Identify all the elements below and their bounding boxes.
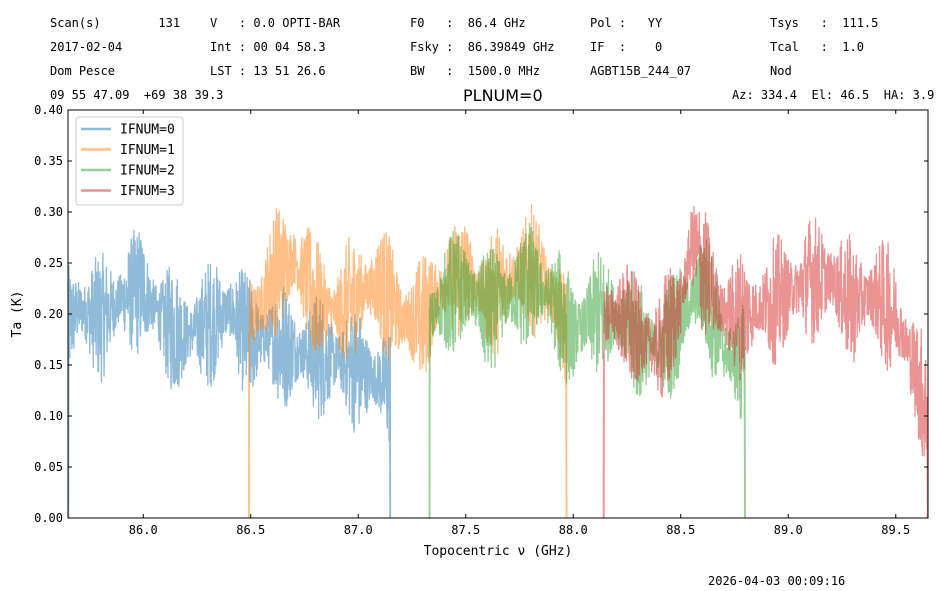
header-tsys: Tsys : 111.5	[770, 16, 879, 30]
header-f0: F0 : 86.4 GHz	[410, 16, 526, 30]
header-project: AGBT15B_244_07	[590, 64, 692, 78]
legend-entry: IFNUM=3	[120, 184, 175, 199]
y-tick-label: 0.30	[34, 205, 63, 219]
y-tick-label: 0.35	[34, 154, 63, 168]
x-tick-label: 89.5	[881, 523, 910, 537]
legend-entry: IFNUM=1	[120, 143, 175, 158]
x-tick-label: 87.5	[451, 523, 480, 537]
y-tick-label: 0.25	[34, 256, 63, 270]
header-date: 2017-02-04	[50, 40, 123, 54]
header-pol: Pol : YY	[590, 16, 663, 30]
legend-entry: IFNUM=2	[120, 164, 175, 179]
x-tick-label: 89.0	[774, 523, 803, 537]
x-tick-label: 88.5	[666, 523, 695, 537]
series-line-ifnum-1	[247, 203, 568, 518]
header-fsky: Fsky : 86.39849 GHz	[410, 40, 555, 54]
y-tick-label: 0.00	[34, 511, 63, 525]
y-tick-label: 0.40	[34, 103, 63, 117]
x-tick-label: 86.0	[129, 523, 158, 537]
y-tick-label: 0.10	[34, 409, 63, 423]
y-tick-label: 0.15	[34, 358, 63, 372]
header-bw: BW : 1500.0 MHz	[410, 64, 541, 78]
header-azelha: Az: 334.4 El: 46.5 HA: 3.9	[732, 88, 935, 102]
chart-title: PLNUM=0	[463, 86, 543, 105]
series-layer	[68, 203, 928, 518]
header-observer: Dom Pesce	[50, 64, 116, 78]
header-lst: LST : 13 51 26.6	[210, 64, 326, 78]
header-mode: Nod	[770, 64, 792, 78]
series-line-ifnum-2	[428, 222, 746, 518]
y-tick-label: 0.05	[34, 460, 63, 474]
x-tick-label: 86.5	[236, 523, 265, 537]
header-tcal: Tcal : 1.0	[770, 40, 864, 54]
header-scan: Scan(s) 131	[50, 16, 181, 30]
header-int-time: Int : 00 04 58.3	[210, 40, 326, 54]
series-line-ifnum-3	[602, 205, 928, 518]
series-line-ifnum-0	[68, 229, 392, 518]
y-axis-label: Ta (K)	[10, 291, 25, 338]
header-if: IF : 0	[590, 40, 663, 54]
header-velocity: V : 0.0 OPTI-BAR	[210, 16, 341, 30]
legend: IFNUM=0 IFNUM=1 IFNUM=2 IFNUM=3	[75, 116, 184, 206]
x-tick-label: 87.0	[344, 523, 373, 537]
legend-box	[75, 116, 184, 206]
y-tick-label: 0.20	[34, 307, 63, 321]
axes-layer: 86.0 86.5 87.0 87.5 88.0 88.5 89.0 89.5 0.00 0.05…	[34, 103, 928, 537]
footer-timestamp: 2026-04-03 00:09:16	[708, 574, 846, 588]
x-tick-label: 88.0	[559, 523, 588, 537]
x-axis-label: Topocentric ν (GHz)	[424, 544, 573, 559]
legend-entry: IFNUM=0	[120, 123, 175, 138]
header-coords: 09 55 47.09 +69 38 39.3	[50, 88, 224, 102]
